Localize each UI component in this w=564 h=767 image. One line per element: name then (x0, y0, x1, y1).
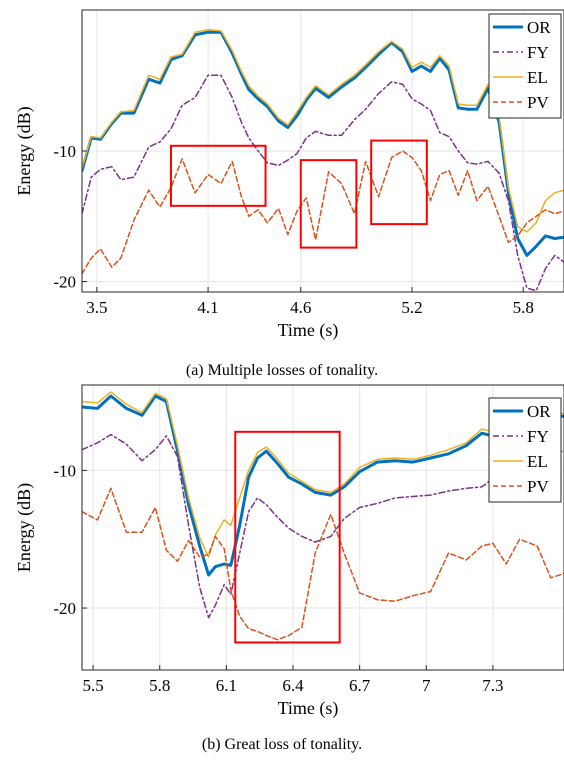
x-tick-label-3: 5.2 (401, 298, 422, 317)
highlight-box-2 (299, 159, 358, 249)
x-tick-label-4: 6.7 (349, 676, 371, 695)
legend-label-fy: FY (527, 427, 549, 446)
legend-label-pv: PV (527, 477, 549, 496)
legend-label-el: EL (527, 452, 548, 471)
x-tick-label-3: 6.4 (282, 676, 304, 695)
legend: OR FY EL PV (488, 397, 562, 503)
legend-box (488, 397, 562, 503)
y-tick-label-1: -20 (53, 273, 76, 292)
series-line-pv (82, 487, 564, 641)
legend-box (488, 13, 562, 119)
caption-panel-a: (a) Multiple losses of tonality. (185, 362, 379, 379)
y-axis-label: Energy (dB) (14, 106, 35, 195)
axes-frame (81, 384, 564, 671)
y-tick-label-0: -10 (53, 142, 76, 161)
legend-label-or: OR (527, 402, 551, 421)
x-tick-label-0: 5.5 (82, 676, 103, 695)
x-tick-label-6: 7.3 (482, 676, 503, 695)
y-axis-label: Energy (dB) (14, 483, 35, 572)
legend-label-el: EL (527, 68, 548, 87)
x-tick-label-0: 3.5 (86, 298, 107, 317)
series-line-fy (82, 433, 564, 619)
legend: OR FY EL PV (488, 13, 562, 119)
highlight-box-1 (169, 144, 267, 207)
highlight-box-1 (234, 430, 341, 644)
y-tick-label-0: -10 (53, 461, 76, 480)
x-tick-label-4: 5.8 (513, 298, 534, 317)
highlight-box-3 (370, 139, 428, 226)
series-line-fy (82, 74, 564, 292)
legend-label-pv: PV (527, 93, 549, 112)
series-line-el (82, 391, 564, 558)
y-tick-label-1: -20 (53, 599, 76, 618)
plot-area (82, 391, 564, 644)
chart-panel-a: 3.5 4.1 4.6 5.2 5.8 -10 -20 Time (s) Energy (dB)… (14, 9, 564, 341)
chart-panel-b: 5.5 5.8 6.1 6.4 6.7 7 7.3 -10 -20 Time (s) Energy … (14, 384, 564, 719)
x-axis-label: Time (s) (278, 320, 339, 341)
x-axis-label: Time (s) (278, 698, 339, 719)
legend-label-fy: FY (527, 43, 549, 62)
caption-panel-b: (b) Great loss of tonality. (201, 736, 363, 753)
x-tick-label-1: 4.1 (197, 298, 218, 317)
series-line-pv (82, 150, 564, 275)
legend-label-or: OR (527, 18, 551, 37)
x-tick-label-2: 4.6 (290, 298, 311, 317)
x-tick-label-1: 5.8 (149, 676, 170, 695)
x-tick-label-5: 7 (422, 676, 431, 695)
x-tick-label-2: 6.1 (216, 676, 237, 695)
